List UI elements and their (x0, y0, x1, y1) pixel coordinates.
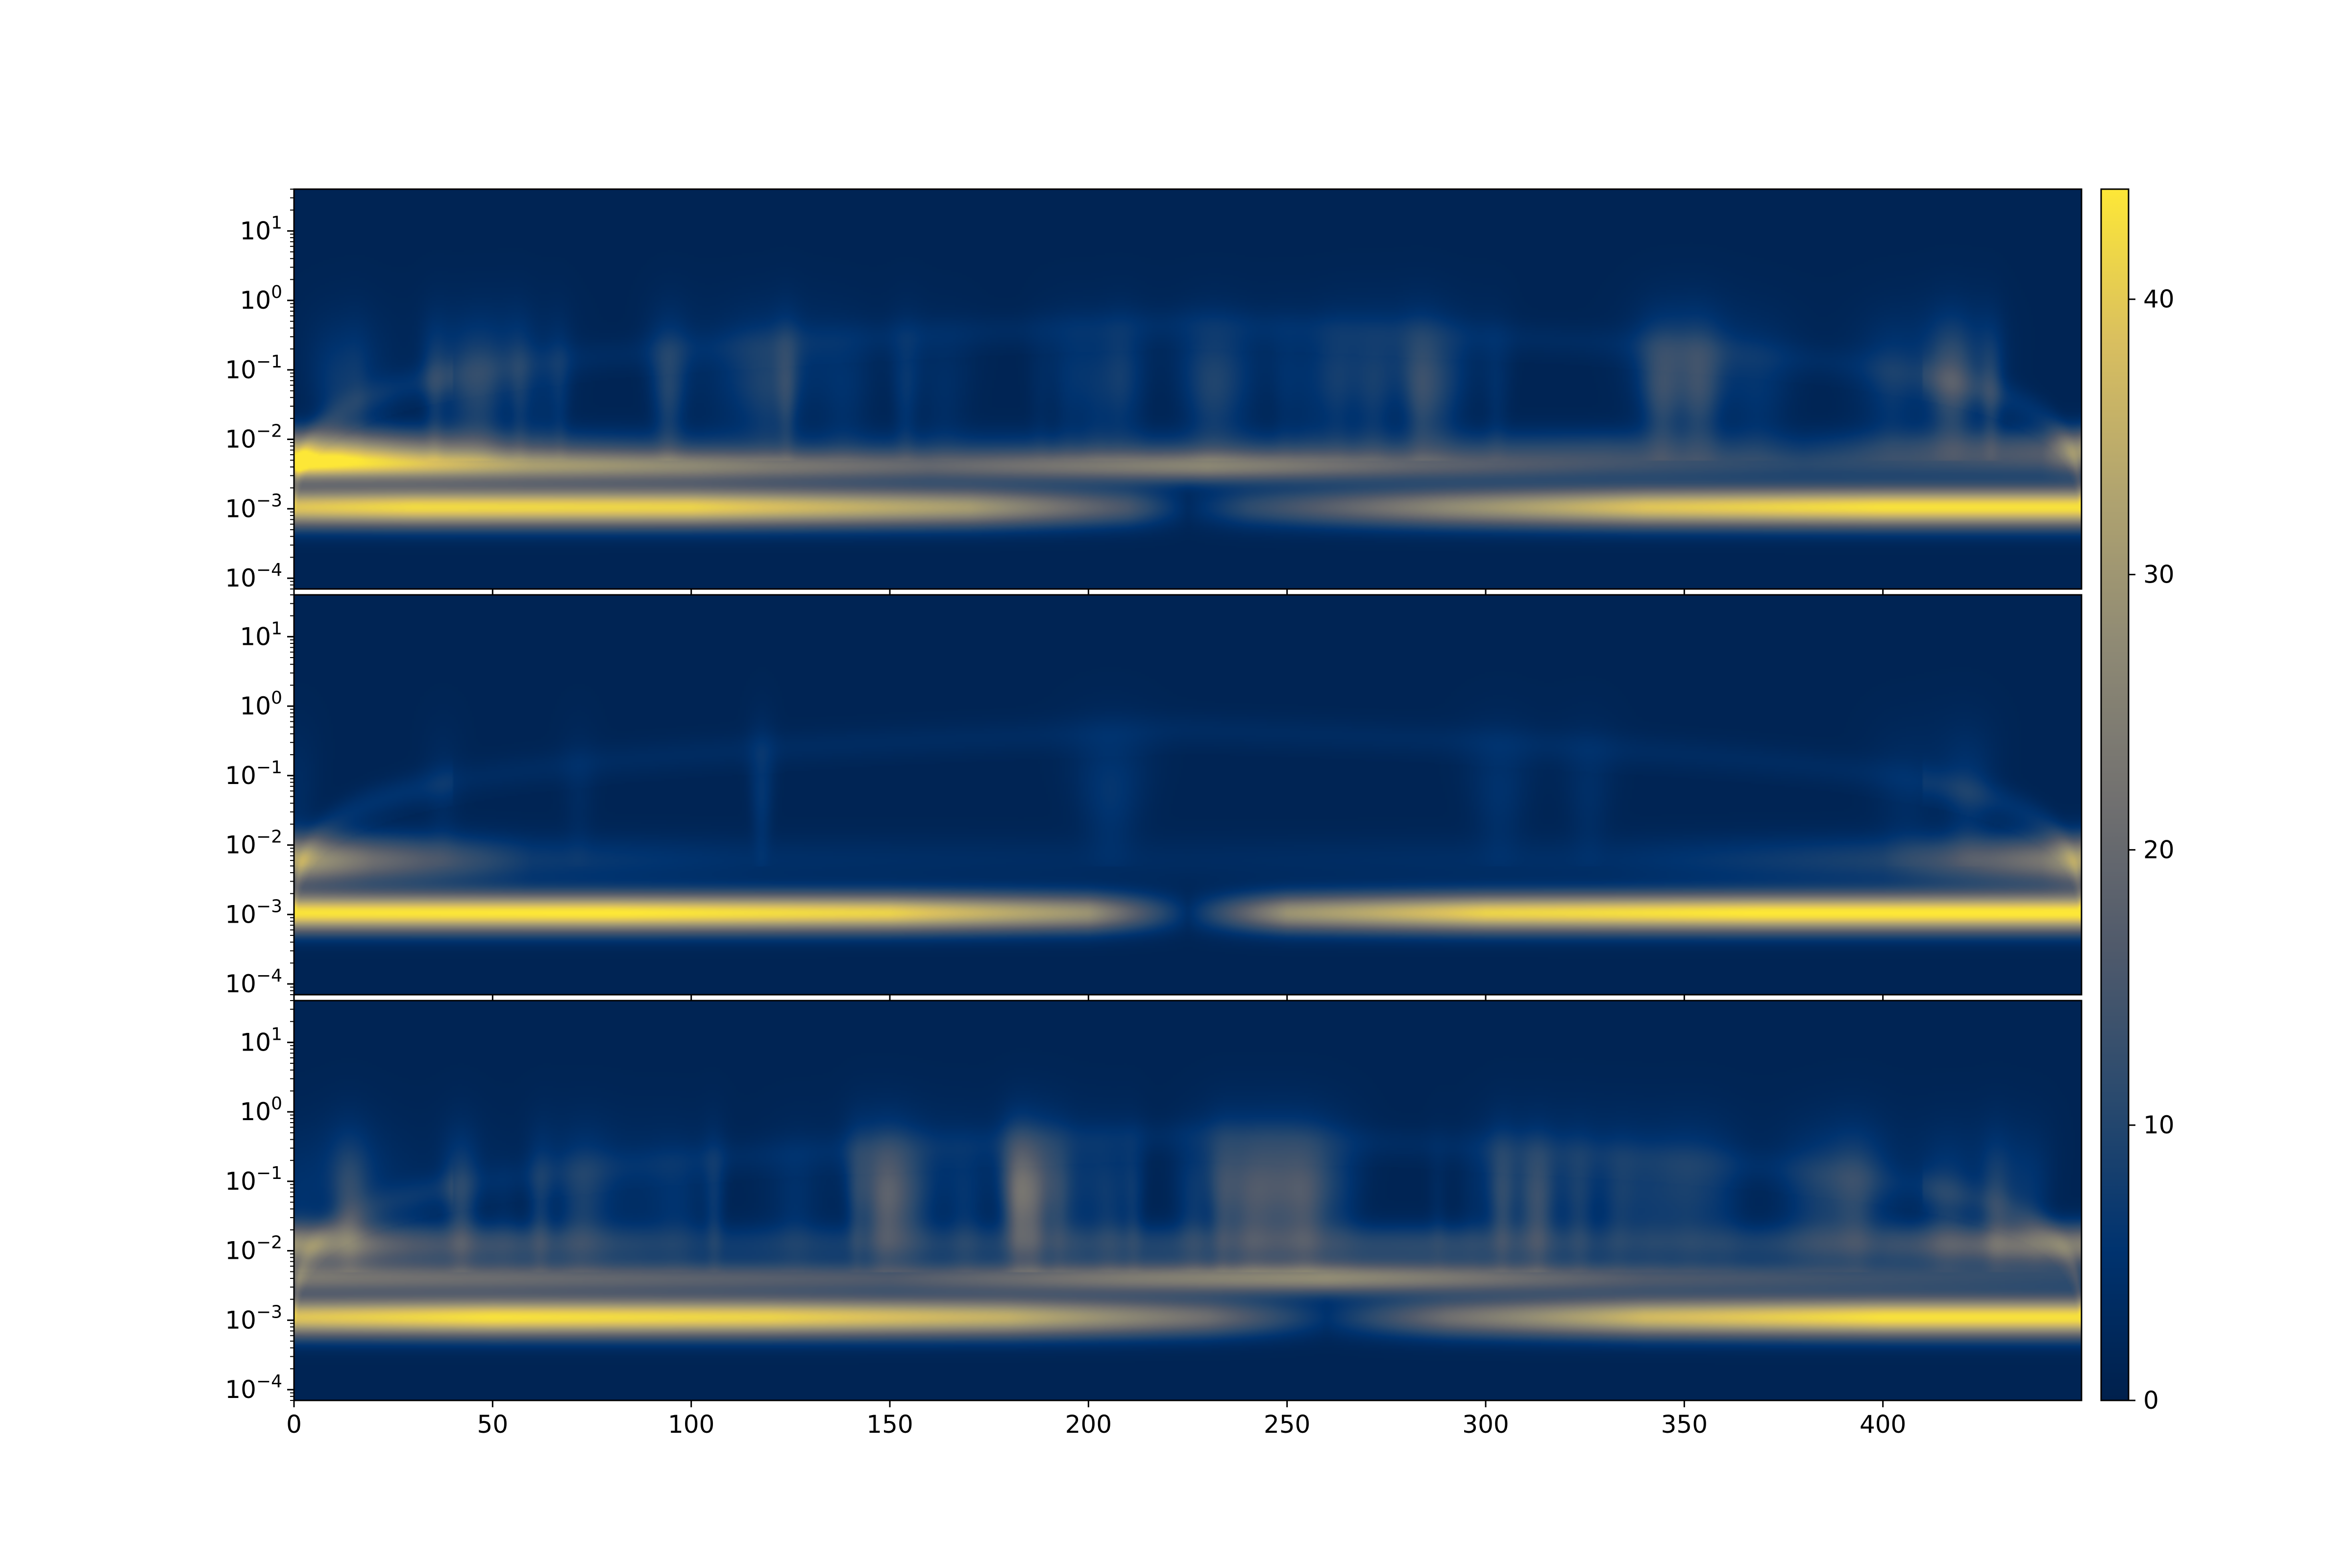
colorbar-tick-label: 0 (2143, 1386, 2159, 1415)
y-tick-label: 10−4 (225, 560, 282, 592)
y-tick-label: 100 (240, 1094, 282, 1126)
panel-frame (293, 594, 2082, 996)
x-tick-label: 0 (286, 1410, 302, 1439)
y-tick-label: 10−2 (225, 421, 282, 454)
panel-2: 10−4 10−3 10−2 10−1 100 101 (225, 594, 2082, 1002)
panel-frame (293, 1000, 2082, 1401)
panel-3: 10−4 10−3 10−2 10−1 100 101 0 50 100 150 200 250 300… (225, 1000, 2082, 1439)
y-tick-label: 10−4 (225, 1372, 282, 1404)
colorbar-tick-label: 30 (2143, 561, 2175, 589)
panel-frame (293, 188, 2082, 590)
y-tick-label: 10−2 (225, 1233, 282, 1265)
x-tick-label: 350 (1661, 1410, 1708, 1439)
y-tick-label: 100 (240, 688, 282, 720)
colorbar: 0 10 20 30 40 (2100, 188, 2175, 1415)
panels: 10−410−310−210−110010110−410−310−210−110… (225, 188, 2082, 1439)
colorbar-tick-label: 40 (2143, 285, 2175, 314)
x-tick-label: 300 (1462, 1410, 1509, 1439)
y-tick-label: 10−4 (225, 966, 282, 998)
y-tick-label: 10−2 (225, 827, 282, 859)
y-tick-label: 10−1 (225, 1163, 282, 1196)
x-tick-label: 250 (1264, 1410, 1310, 1439)
x-tick-label: 150 (866, 1410, 913, 1439)
y-tick-label: 10−3 (225, 896, 282, 929)
y-tick-label: 100 (240, 282, 282, 315)
colorbar-frame (2100, 188, 2130, 1401)
heatmap-panel-2 (294, 595, 2082, 995)
x-tick-label: 400 (1860, 1410, 1906, 1439)
colorbar-gradient (2101, 189, 2129, 1400)
heatmap-panel-3 (294, 1001, 2082, 1400)
heatmap-panel-1 (294, 189, 2082, 589)
y-tick-label: 10−3 (225, 1302, 282, 1334)
y-tick-label: 101 (240, 618, 282, 651)
x-tick-label: 200 (1065, 1410, 1112, 1439)
y-tick-label: 101 (240, 213, 282, 245)
y-tick-label: 10−1 (225, 758, 282, 790)
x-tick-label: 50 (477, 1410, 509, 1439)
y-tick-label: 101 (240, 1024, 282, 1056)
x-tick-label: 100 (668, 1410, 714, 1439)
y-tick-label: 10−1 (225, 352, 282, 384)
colorbar-tick-label: 10 (2143, 1111, 2175, 1139)
colorbar-tick-label: 20 (2143, 835, 2175, 864)
panel-1: 10−4 10−3 10−2 10−1 100 101 (225, 188, 2082, 596)
y-tick-label: 10−3 (225, 490, 282, 523)
